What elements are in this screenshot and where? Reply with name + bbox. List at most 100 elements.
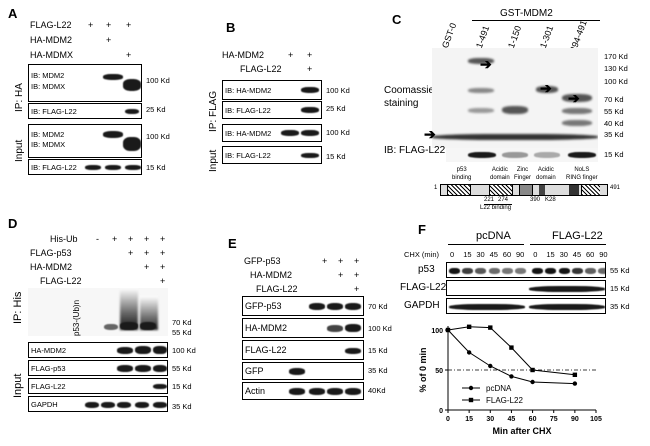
panel-b-ip-label: IP: FLAG: [208, 90, 219, 132]
panel-e-row-label: FLAG-L22: [256, 284, 298, 294]
sign: +: [126, 50, 132, 60]
sign: +: [160, 234, 166, 244]
sign: +: [322, 256, 328, 266]
p53-band: [462, 268, 474, 274]
blot-name: GAPDH: [31, 400, 58, 409]
mw-marker: 100 Kd: [172, 346, 196, 355]
ib-label: IB: FLAG-L22: [225, 106, 271, 115]
mw-marker: 25 Kd: [146, 105, 166, 114]
p53-band: [475, 268, 487, 274]
legend-entry: pcDNA: [486, 384, 512, 393]
x-tick-label: 45: [508, 416, 516, 423]
panel-b-row-label: HA-MDM2: [222, 50, 264, 60]
panel-d-input-label: Input: [12, 373, 24, 398]
coomassie-label: Coomassie staining: [384, 85, 435, 109]
panel-d-row-label: His-Ub: [50, 234, 78, 244]
mw-marker: 15 Kd: [604, 150, 624, 159]
panel-d-blot-p53: FLAG-p53: [28, 360, 168, 376]
sign: +: [126, 20, 132, 30]
legend-marker: [468, 397, 474, 403]
panel-f-blot-l22: [446, 280, 606, 296]
mw-marker: 55 Kd: [610, 266, 630, 275]
sign: +: [307, 50, 313, 60]
data-point: [572, 381, 578, 386]
mw-marker: 15 Kd: [146, 163, 166, 172]
blot-name: GAPDH: [404, 300, 440, 311]
position-label: 274: [498, 197, 509, 203]
mw-marker: 70 Kd: [172, 318, 192, 327]
blot-name: GFP-p53: [245, 301, 282, 311]
panel-a-row-label: HA-MDMX: [30, 50, 73, 60]
panel-b-input-label: Input: [208, 149, 219, 172]
panel-a-blot-input-l22: IB: FLAG-L22: [28, 159, 142, 175]
degradation-chart: 0 15 30 45 60 75 90 105 0 50 100 Min after CHX % of …: [418, 324, 602, 436]
ib-label: IB: MDMX: [31, 140, 66, 149]
mw-marker: 25 Kd: [326, 104, 346, 113]
mw-marker: 100 Kd: [326, 128, 350, 137]
panel-f-blot-p53: [446, 262, 606, 278]
mw-marker: 130 Kd: [604, 64, 628, 73]
sign: +: [338, 256, 344, 266]
panel-e-blot-gfp: GFP: [242, 362, 364, 380]
mw-marker: 55 Kd: [172, 328, 192, 337]
lane-label: 1-491: [474, 24, 492, 50]
x-tick-label: 15: [465, 416, 473, 423]
blot-name: FLAG-L22: [31, 382, 66, 391]
chx-label: CHX (min): [404, 250, 439, 259]
ib-label: IB: MDMX: [31, 82, 66, 91]
panel-d-row-label: FLAG-L22: [40, 276, 82, 286]
panel-a-label: A: [8, 6, 18, 21]
coomassie-gel: [432, 48, 598, 148]
mw-marker: 35 Kd: [610, 302, 630, 311]
panel-b-blot-input-l22: IB: FLAG-L22: [222, 146, 322, 164]
x-tick-label: 75: [550, 416, 558, 423]
panel-a-blot-ip-l22: IB: FLAG-L22: [28, 103, 142, 119]
ib-label: IB: MDM2: [31, 130, 65, 139]
data-point: [509, 374, 514, 379]
sign: +: [288, 50, 294, 60]
x-tick-label: 0: [446, 416, 450, 423]
panel-a-blot-ip: IB: MDM2 IB: MDMX: [28, 64, 142, 102]
sign: +: [354, 284, 360, 294]
mw-marker: 15 Kd: [172, 382, 192, 391]
mw-marker: 70 Kd: [604, 95, 624, 104]
panel-a-row-label: FLAG-L22: [30, 20, 72, 30]
mw-marker: 40Kd: [368, 386, 386, 395]
l22-binding-label: L22 binding: [480, 205, 512, 211]
panel-d-blot-gapdh: GAPDH: [28, 396, 168, 412]
blot-name: p53: [418, 264, 435, 275]
arrow-icon: ➔: [568, 90, 580, 106]
domain-label: p53 binding: [452, 167, 472, 181]
mw-marker: 35 Kd: [368, 366, 388, 375]
x-tick-label: 105: [590, 416, 602, 423]
panel-a-ip-label: IP: HA: [14, 83, 25, 112]
mw-marker: 100 Kd: [146, 76, 170, 85]
mw-marker: 100 Kd: [368, 324, 392, 333]
arrow-icon: ➔: [540, 80, 552, 96]
time-label: 90: [599, 250, 608, 259]
panel-c-ib-blot: [446, 148, 598, 162]
time-label: 15: [546, 250, 555, 259]
data-point: [530, 367, 535, 373]
domain-label: Acidic domain: [490, 167, 510, 181]
domain-label: Acidic domain: [536, 167, 556, 181]
position-label: 221: [484, 197, 495, 203]
panel-d-blot-l22: FLAG-L22: [28, 378, 168, 394]
panel-b-blot-input-mdm2: IB: HA-MDM2: [222, 124, 322, 142]
sign: +: [144, 234, 150, 244]
time-label: 15: [463, 250, 472, 259]
time-label: 0: [450, 250, 455, 259]
blot-name: HA-MDM2: [245, 323, 287, 333]
blot-name: HA-MDM2: [31, 346, 66, 355]
p53-band: [558, 268, 570, 274]
x-tick-label: 90: [571, 416, 579, 423]
mw-marker: 55 Kd: [172, 364, 192, 373]
ib-label: IB: FLAG-L22: [31, 107, 77, 116]
panel-e-label: E: [228, 236, 237, 251]
time-label: 0: [533, 250, 538, 259]
domain-label: Zinc Finger: [514, 167, 532, 181]
y-tick-label: 0: [439, 408, 443, 415]
sign: +: [338, 270, 344, 280]
y-axis-label: % of 0 min: [418, 347, 428, 392]
panel-a-row-label: HA-MDM2: [30, 35, 72, 45]
